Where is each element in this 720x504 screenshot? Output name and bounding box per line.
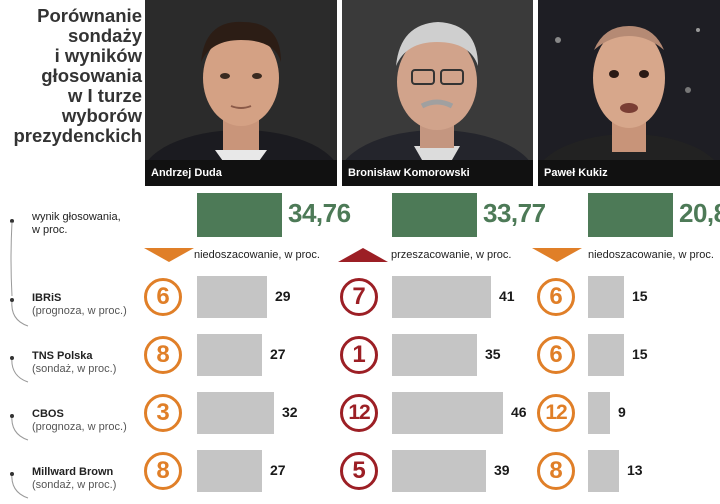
difference-circle: 12 [537,394,575,432]
poll-value: 29 [275,288,291,304]
difference-circle: 8 [144,452,182,490]
poll-row-label: IBRiS (prognoza, w proc.) [32,292,127,318]
title-line: sondaży [67,25,142,46]
difference-circle: 8 [144,336,182,374]
difference-circle: 12 [340,394,378,432]
poll-value: 15 [632,288,648,304]
poll-bar [197,334,262,376]
poll-value: 15 [632,346,648,362]
difference-circle: 3 [144,394,182,432]
vote-result-value: 33,77 [483,198,546,228]
poll-bar [588,334,624,376]
poll-bar [392,334,477,376]
vote-result-bar [588,193,673,237]
poll-value: 32 [282,404,298,420]
poll-bar [197,392,274,434]
poll-bar [588,450,619,492]
poll-name: Millward Brown [32,466,114,478]
poll-bar [588,392,610,434]
poll-value: 35 [485,346,501,362]
poll-kind: (sondaż, w proc.) [32,479,117,491]
poll-bar [392,392,503,434]
poll-name: CBOS [32,408,64,420]
poll-bar [197,450,262,492]
candidate-name-label: Bronisław Komorowski [342,160,533,186]
portrait-kukiz-icon [538,0,720,186]
title-line: w I turze [67,85,142,106]
over-triangle-komorowski [338,248,388,262]
title-line: i wyników [54,45,142,66]
difference-circle: 7 [340,278,378,316]
note-duda: niedoszacowanie, w proc. [194,249,320,261]
vote-result-bar [392,193,477,237]
under-triangle-duda [144,248,194,262]
poll-name: TNS Polska [32,350,93,362]
vote-row-label: wynik głosowania, w proc. [32,211,121,237]
difference-circle: 5 [340,452,378,490]
poll-kind: (sondaż, w proc.) [32,363,117,375]
difference-circle: 1 [340,336,378,374]
chart-title: Porównanie sondaży i wyników głosowania w I … [6,6,142,146]
vote-result-value: 20,80 [679,198,720,228]
poll-value: 13 [627,462,643,478]
candidate-photo-kukiz: Paweł Kukiz [538,0,720,186]
candidate-name-label: Paweł Kukiz [538,160,720,186]
poll-name: IBRiS [32,292,62,304]
poll-bar [588,276,624,318]
poll-value: 41 [499,288,515,304]
vote-result-value: 34,76 [288,198,351,228]
poll-bar [392,450,486,492]
poll-kind: (prognoza, w proc.) [32,305,127,317]
title-line: Porównanie [37,5,142,26]
row-dot [10,219,14,223]
title-line: prezydenckich [13,125,142,146]
row-dot [10,298,14,302]
note-komorowski: przeszacowanie, w proc. [391,249,512,261]
difference-circle: 6 [144,278,182,316]
poll-value: 46 [511,404,527,420]
vote-row-label-main: wynik głosowania, [32,211,121,223]
title-line: wyborów [61,105,142,126]
poll-bar [392,276,491,318]
note-kukiz: niedoszacowanie, w proc. [588,249,714,261]
row-connector-lines [10,221,29,499]
candidate-photo-komorowski: Bronisław Komorowski [342,0,533,186]
poll-value: 39 [494,462,510,478]
poll-bar [197,276,267,318]
poll-value: 9 [618,404,626,420]
under-triangle-kukiz [532,248,582,262]
difference-circle: 6 [537,278,575,316]
difference-circle: 6 [537,336,575,374]
portrait-komorowski-icon [342,0,533,186]
poll-value: 27 [270,462,286,478]
row-dot [10,472,14,476]
vote-row-label-sub: w proc. [32,224,68,236]
candidate-name-label: Andrzej Duda [145,160,337,186]
poll-kind: (prognoza, w proc.) [32,421,127,433]
poll-row-label: TNS Polska (sondaż, w proc.) [32,350,116,376]
vote-result-bar [197,193,282,237]
poll-value: 27 [270,346,286,362]
row-dot [10,414,14,418]
difference-circle: 8 [537,452,575,490]
poll-row-label: CBOS (prognoza, w proc.) [32,408,127,434]
portrait-duda-icon [145,0,337,186]
title-line: głosowania [41,65,142,86]
candidate-photo-duda: Andrzej Duda [145,0,337,186]
poll-row-label: Millward Brown (sondaż, w proc.) [32,466,116,492]
row-dot [10,356,14,360]
